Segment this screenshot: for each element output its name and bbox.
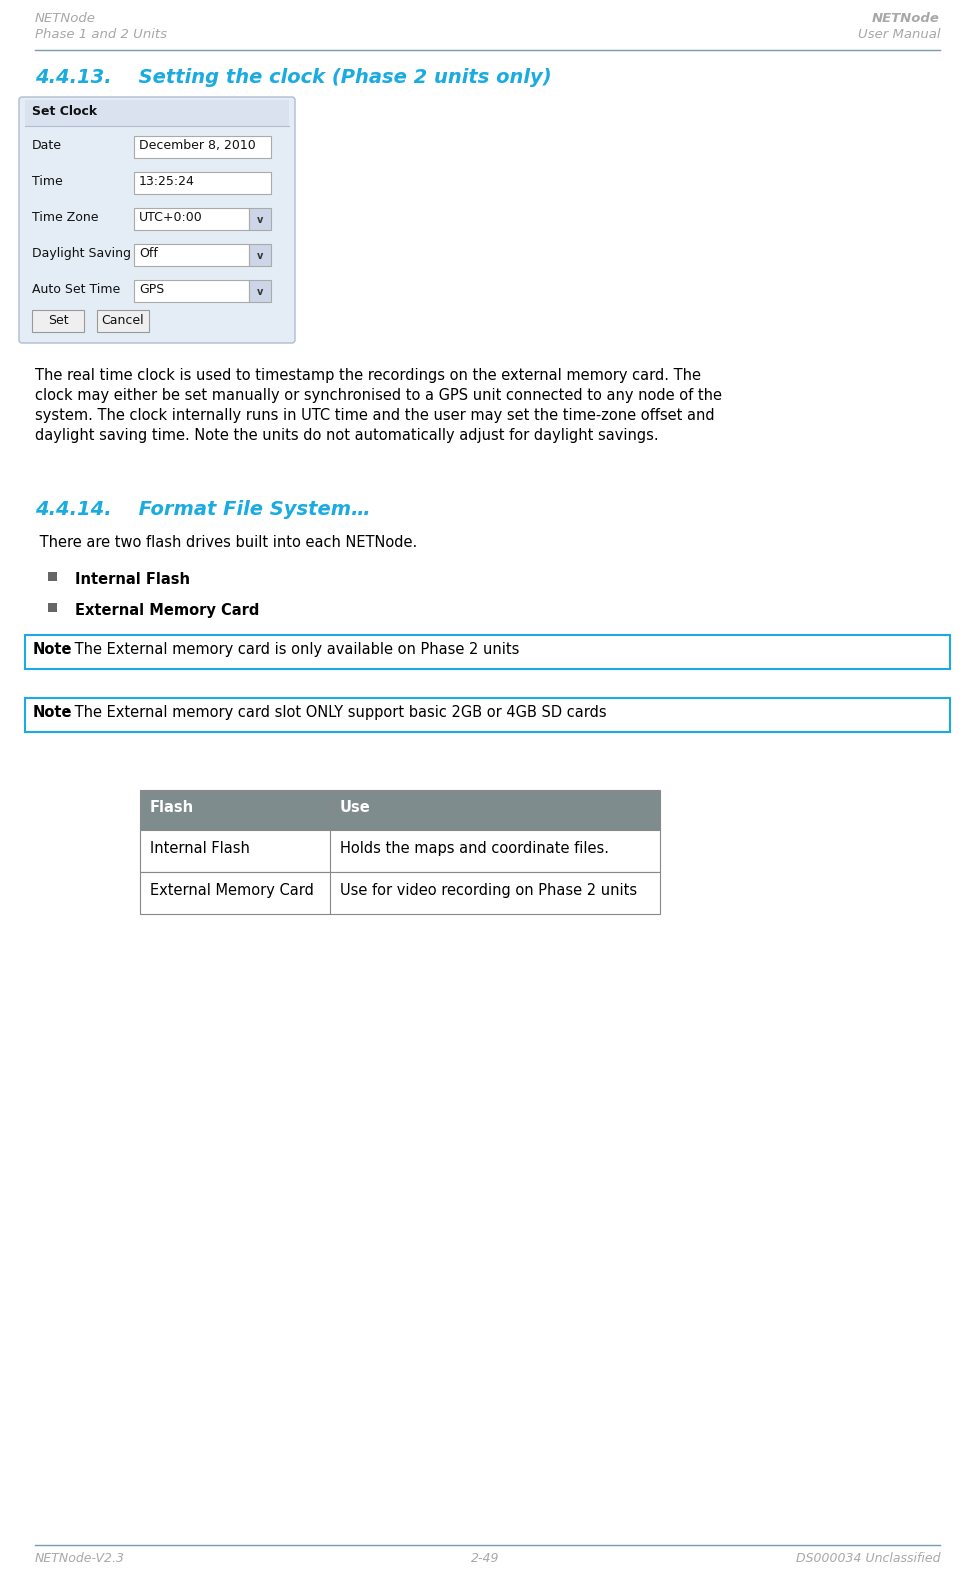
- Text: December 8, 2010: December 8, 2010: [139, 139, 255, 153]
- Text: Set: Set: [48, 313, 68, 328]
- Text: Note: Note: [33, 706, 73, 720]
- Text: Phase 1 and 2 Units: Phase 1 and 2 Units: [35, 28, 167, 41]
- Text: There are two flash drives built into each NETNode.: There are two flash drives built into ea…: [35, 536, 418, 550]
- Bar: [134, 244, 249, 266]
- Text: Cancel: Cancel: [102, 313, 145, 328]
- Text: Time Zone: Time Zone: [32, 211, 98, 224]
- Text: GPS: GPS: [139, 284, 164, 296]
- Bar: [134, 172, 271, 194]
- Text: DS000034 Unclassified: DS000034 Unclassified: [795, 1551, 940, 1566]
- Text: The real time clock is used to timestamp the recordings on the external memory c: The real time clock is used to timestamp…: [35, 369, 701, 383]
- Text: daylight saving time. Note the units do not automatically adjust for daylight sa: daylight saving time. Note the units do …: [35, 428, 658, 443]
- Bar: [134, 208, 249, 230]
- Text: Use: Use: [340, 800, 371, 814]
- Bar: [134, 280, 249, 302]
- Text: Note: Note: [33, 643, 73, 657]
- Text: Daylight Saving: Daylight Saving: [32, 247, 131, 260]
- Text: Time: Time: [32, 175, 63, 187]
- Text: v: v: [256, 287, 263, 298]
- Bar: [25, 635, 950, 669]
- Text: Auto Set Time: Auto Set Time: [32, 284, 120, 296]
- Bar: [140, 791, 660, 830]
- Text: External Memory Card: External Memory Card: [150, 884, 314, 898]
- Text: NETNode: NETNode: [872, 13, 940, 25]
- Text: Internal Flash: Internal Flash: [150, 841, 250, 855]
- Text: v: v: [256, 250, 263, 261]
- Text: Internal Flash: Internal Flash: [75, 572, 190, 587]
- Bar: [48, 603, 57, 613]
- Bar: [48, 572, 57, 581]
- Text: UTC+0:00: UTC+0:00: [139, 211, 203, 224]
- Text: NETNode-V2.3: NETNode-V2.3: [35, 1551, 125, 1566]
- Text: 4.4.14.    Format File System…: 4.4.14. Format File System…: [35, 499, 371, 520]
- Text: Holds the maps and coordinate files.: Holds the maps and coordinate files.: [340, 841, 609, 855]
- Bar: [32, 310, 84, 332]
- Text: system. The clock internally runs in UTC time and the user may set the time-zone: system. The clock internally runs in UTC…: [35, 408, 715, 424]
- Text: Set Clock: Set Clock: [32, 106, 97, 118]
- Text: Date: Date: [32, 139, 62, 153]
- Bar: [140, 873, 660, 913]
- Bar: [25, 99, 289, 126]
- Text: External Memory Card: External Memory Card: [75, 603, 259, 617]
- Text: clock may either be set manually or synchronised to a GPS unit connected to any : clock may either be set manually or sync…: [35, 387, 722, 403]
- Bar: [97, 310, 149, 332]
- Text: Flash: Flash: [150, 800, 194, 814]
- Text: : The External memory card is only available on Phase 2 units: : The External memory card is only avail…: [65, 643, 519, 657]
- Text: 2-49: 2-49: [471, 1551, 500, 1566]
- Text: v: v: [256, 216, 263, 225]
- Bar: [249, 208, 271, 230]
- Bar: [140, 830, 660, 873]
- Text: NETNode: NETNode: [35, 13, 96, 25]
- Text: 13:25:24: 13:25:24: [139, 175, 195, 187]
- Text: 4.4.13.    Setting the clock (Phase 2 units only): 4.4.13. Setting the clock (Phase 2 units…: [35, 68, 552, 87]
- Bar: [249, 280, 271, 302]
- Text: User Manual: User Manual: [857, 28, 940, 41]
- Text: Use for video recording on Phase 2 units: Use for video recording on Phase 2 units: [340, 884, 637, 898]
- Text: : The External memory card slot ONLY support basic 2GB or 4GB SD cards: : The External memory card slot ONLY sup…: [65, 706, 607, 720]
- Bar: [249, 244, 271, 266]
- Bar: [134, 135, 271, 158]
- Bar: [25, 698, 950, 732]
- Text: Off: Off: [139, 247, 158, 260]
- FancyBboxPatch shape: [19, 98, 295, 343]
